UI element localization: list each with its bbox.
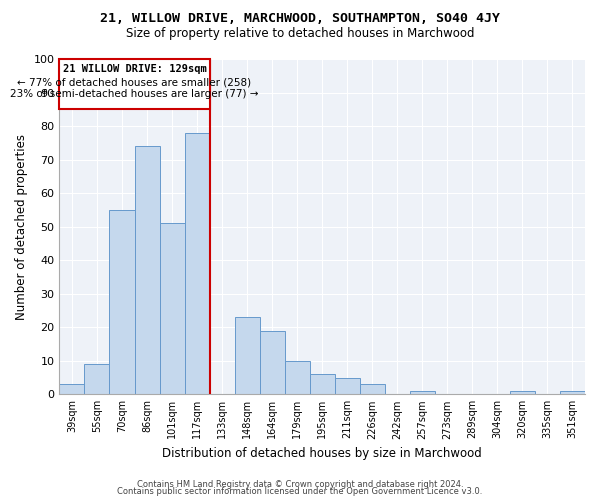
Bar <box>410 391 435 394</box>
Text: Contains HM Land Registry data © Crown copyright and database right 2024.: Contains HM Land Registry data © Crown c… <box>137 480 463 489</box>
Bar <box>284 361 310 394</box>
Bar <box>109 210 134 394</box>
X-axis label: Distribution of detached houses by size in Marchwood: Distribution of detached houses by size … <box>163 447 482 460</box>
Text: Contains public sector information licensed under the Open Government Licence v3: Contains public sector information licen… <box>118 487 482 496</box>
Bar <box>260 330 284 394</box>
Bar <box>310 374 335 394</box>
Bar <box>510 391 535 394</box>
Text: ← 77% of detached houses are smaller (258): ← 77% of detached houses are smaller (25… <box>17 78 251 88</box>
Text: 21 WILLOW DRIVE: 129sqm: 21 WILLOW DRIVE: 129sqm <box>62 64 206 74</box>
Bar <box>185 133 209 394</box>
Bar <box>335 378 360 394</box>
Text: 23% of semi-detached houses are larger (77) →: 23% of semi-detached houses are larger (… <box>10 89 259 99</box>
Bar <box>59 384 85 394</box>
Bar <box>235 317 260 394</box>
Text: 21, WILLOW DRIVE, MARCHWOOD, SOUTHAMPTON, SO40 4JY: 21, WILLOW DRIVE, MARCHWOOD, SOUTHAMPTON… <box>100 12 500 26</box>
Y-axis label: Number of detached properties: Number of detached properties <box>15 134 28 320</box>
Bar <box>360 384 385 394</box>
FancyBboxPatch shape <box>59 59 209 110</box>
Bar <box>85 364 109 394</box>
Text: Size of property relative to detached houses in Marchwood: Size of property relative to detached ho… <box>126 28 474 40</box>
Bar <box>560 391 585 394</box>
Bar <box>134 146 160 394</box>
Bar <box>160 224 185 394</box>
